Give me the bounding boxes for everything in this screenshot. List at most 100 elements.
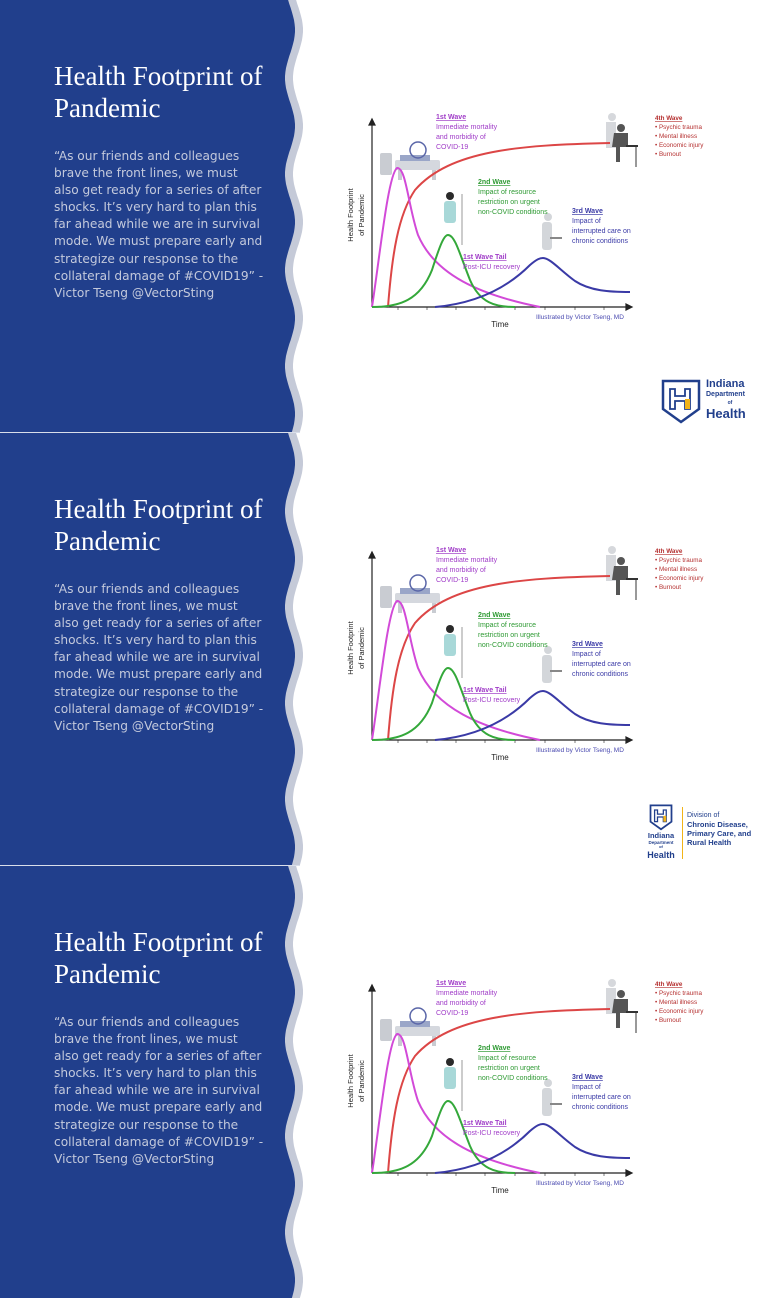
wave3-text: interrupted care on	[572, 1094, 631, 1101]
wave2-text: Impact of resource	[478, 1055, 536, 1062]
y-axis-label: of Pandemic	[357, 1060, 366, 1102]
wave4-item: • Burnout	[655, 1017, 681, 1024]
wave2-label: 2nd Wave Impact of resource restriction …	[478, 1045, 548, 1082]
wave4-item: • Psychic trauma	[655, 990, 702, 997]
wave1-label: 1st Wave Immediate mortality and morbidi…	[436, 114, 498, 151]
wave1-text: COVID-19	[436, 577, 468, 584]
wave1-tail-text: Post-ICU recovery	[463, 264, 521, 271]
wave2-title: 2nd Wave	[478, 612, 511, 619]
logo-text: Health	[647, 850, 675, 861]
wave4-item: • Economic injury	[655, 142, 704, 149]
slide-separator	[0, 432, 300, 433]
y-axis-label: of Pandemic	[357, 194, 366, 236]
wave3-text: interrupted care on	[572, 228, 631, 235]
wave1-title: 1st Wave	[436, 980, 466, 987]
wave4-item: • Psychic trauma	[655, 124, 702, 131]
health-footprint-figure: 1st Wave Immediate mortality and morbidi…	[346, 113, 704, 329]
wave1-title: 1st Wave	[436, 114, 466, 121]
wave3-label: 3rd Wave Impact of interrupted care on c…	[572, 208, 631, 245]
slide-quote: “As our friends and colleagues brave the…	[54, 582, 264, 733]
slide-title: Health Footprint of Pandemic	[54, 61, 263, 123]
x-axis-label: Time	[491, 753, 509, 762]
x-axis-label: Time	[491, 320, 509, 329]
slide: Health Footprint of Pandemic “As our fri…	[0, 433, 768, 865]
indiana-department-of-health-logo: Indiana Department of Health	[660, 377, 764, 427]
wave3-text: chronic conditions	[572, 1104, 629, 1111]
elderly-walker-illustration	[542, 1079, 562, 1116]
logo-text: Department	[648, 840, 674, 845]
wave4-item: • Burnout	[655, 584, 681, 591]
wave3-text: Impact of	[572, 651, 601, 658]
health-footprint-figure: 1st Wave Immediate mortality and morbidi…	[346, 979, 704, 1195]
hospital-bed-illustration	[380, 1007, 440, 1046]
wave2-title: 2nd Wave	[478, 1045, 511, 1052]
wave1-text: and morbidity of	[436, 1000, 486, 1007]
wave2-text: non-COVID conditions	[478, 1075, 548, 1082]
logo-text: of	[727, 399, 733, 406]
y-axis-label: Health Footprint	[346, 187, 355, 241]
wave1-text: COVID-19	[436, 144, 468, 151]
wave1-text: and morbidity of	[436, 567, 486, 574]
wave2-text: non-COVID conditions	[478, 209, 548, 216]
wave4-title: 4th Wave	[655, 981, 683, 988]
slide-side-panel	[0, 0, 303, 432]
slide-separator	[0, 865, 300, 866]
seated-person-illustration	[606, 979, 638, 1033]
slide-title: Health Footprint of Pandemic	[54, 927, 263, 989]
illustration-credit: Illustrated by Victor Tseng, MD	[536, 314, 624, 321]
wave4-label: 4th Wave • Psychic trauma • Mental illne…	[655, 115, 704, 158]
slide-quote: “As our friends and colleagues brave the…	[54, 1015, 264, 1166]
axes	[368, 117, 634, 311]
wave2-text: restriction on urgent	[478, 199, 540, 206]
wave1-text: Immediate mortality	[436, 990, 498, 997]
slide: Health Footprint of Pandemic “As our fri…	[0, 866, 768, 1298]
wave4-curve	[387, 142, 611, 308]
wave4-item: • Burnout	[655, 151, 681, 158]
wave1-text: Immediate mortality	[436, 124, 498, 131]
health-footprint-figure: 1st Wave Immediate mortality and morbidi…	[346, 546, 704, 762]
wave3-text: Impact of	[572, 218, 601, 225]
patient-iv-illustration	[444, 192, 463, 245]
wave4-item: • Psychic trauma	[655, 557, 702, 564]
wave1-text: Immediate mortality	[436, 557, 498, 564]
wave2-curve	[371, 1099, 516, 1174]
wave4-item: • Mental illness	[655, 566, 697, 573]
wave1-tail-label: 1st Wave Tail Post-ICU recovery	[463, 254, 521, 271]
wave2-label: 2nd Wave Impact of resource restriction …	[478, 612, 548, 649]
wave1-label: 1st Wave Immediate mortality and morbidi…	[436, 980, 498, 1017]
wave2-text: restriction on urgent	[478, 632, 540, 639]
hospital-bed-illustration	[380, 141, 440, 180]
wave3-title: 3rd Wave	[572, 641, 603, 648]
slide: Health Footprint of Pandemic “As our fri…	[0, 0, 768, 432]
hospital-bed-illustration	[380, 574, 440, 613]
wave1-text: COVID-19	[436, 1010, 468, 1017]
wave1-curve	[371, 167, 541, 308]
logo-text: Division of	[687, 812, 720, 819]
division-chronic-disease-logo: Indiana Department of Health Division of…	[642, 803, 766, 865]
wave3-text: interrupted care on	[572, 661, 631, 668]
wave4-label: 4th Wave • Psychic trauma • Mental illne…	[655, 548, 704, 591]
wave4-item: • Mental illness	[655, 133, 697, 140]
patient-iv-illustration	[444, 625, 463, 678]
y-axis-label: Health Footprint	[346, 620, 355, 674]
idoh-shield-icon	[649, 804, 673, 831]
wave4-curve	[387, 575, 611, 741]
wave2-curve	[371, 233, 516, 308]
wave3-curve	[434, 689, 631, 741]
wave2-text: non-COVID conditions	[478, 642, 548, 649]
illustration-credit: Illustrated by Victor Tseng, MD	[536, 1180, 624, 1187]
logo-text: Indiana	[706, 378, 745, 390]
wave4-item: • Economic injury	[655, 1008, 704, 1015]
logo-text: Chronic Disease,	[687, 820, 748, 830]
elderly-walker-illustration	[542, 213, 562, 250]
wave2-label: 2nd Wave Impact of resource restriction …	[478, 179, 548, 216]
wave1-label: 1st Wave Immediate mortality and morbidi…	[436, 547, 498, 584]
logo-text: Primary Care, and	[687, 829, 752, 839]
wave1-tail-title: 1st Wave Tail	[463, 1120, 507, 1127]
wave4-title: 4th Wave	[655, 115, 683, 122]
slide-side-panel	[0, 433, 303, 865]
wave1-curve	[371, 600, 541, 741]
wave2-text: Impact of resource	[478, 622, 536, 629]
logo-divider	[682, 807, 683, 859]
wave3-title: 3rd Wave	[572, 208, 603, 215]
